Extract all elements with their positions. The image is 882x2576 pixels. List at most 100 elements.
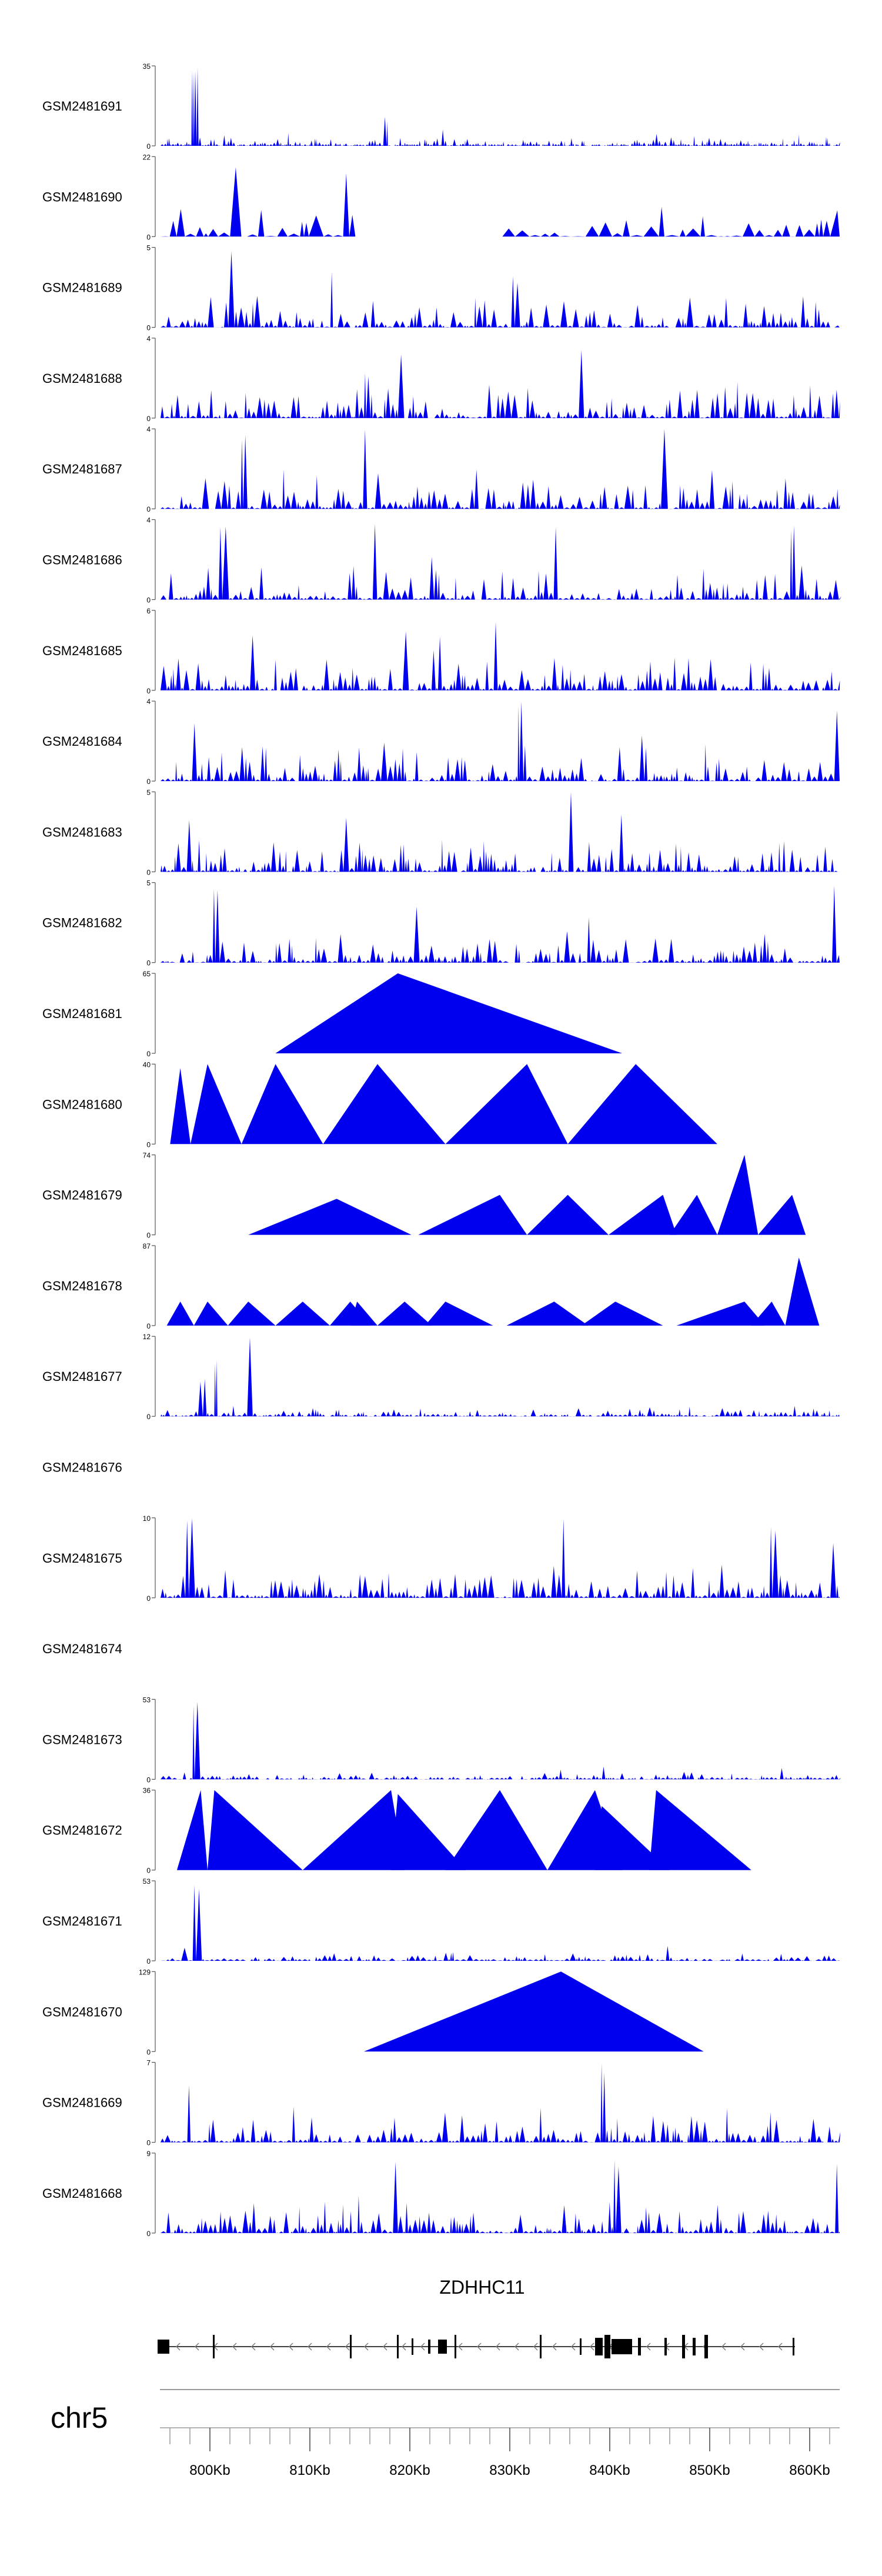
signal-peak <box>527 1194 609 1235</box>
track-label: GSM2481680 <box>42 1097 122 1112</box>
y-zero-label: 0 <box>146 2048 151 2056</box>
exon <box>412 2338 413 2355</box>
y-zero-label: 0 <box>146 778 151 786</box>
signal-peak <box>275 973 623 1053</box>
gene-model <box>158 2335 795 2358</box>
y-max-label: 53 <box>143 1877 151 1886</box>
signal-tracks: GSM2481691350GSM2481690220GSM248168950GS… <box>42 62 841 2238</box>
track-label: GSM2481683 <box>42 825 122 839</box>
exon <box>428 2340 430 2354</box>
y-zero-label: 0 <box>146 1413 151 1421</box>
signal-area <box>160 1701 841 1780</box>
exon <box>350 2335 352 2358</box>
y-max-label: 53 <box>143 1696 151 1704</box>
signal-peak <box>176 1790 208 1870</box>
genomic-x-axis: 800Kb 810Kb 820Kb 830Kb 840Kb 850Kb 860Kb <box>160 2427 840 2478</box>
y-max-label: 4 <box>146 516 151 525</box>
x-tick-label: 860Kb <box>789 2462 830 2478</box>
track-GSM2481676: GSM2481676 <box>42 1460 122 1475</box>
strand-arrow <box>458 2343 463 2351</box>
x-tick-label: 820Kb <box>389 2462 430 2478</box>
track-label: GSM2481672 <box>42 1823 122 1838</box>
y-zero-label: 0 <box>146 505 151 513</box>
y-max-label: 4 <box>146 335 151 343</box>
exon <box>595 2338 603 2355</box>
y-zero-label: 0 <box>146 596 151 605</box>
exon <box>158 2340 169 2354</box>
strand-arrow <box>402 2343 406 2351</box>
track-GSM2481689: GSM2481689 5 0 <box>42 244 840 332</box>
signal-peak <box>649 1790 751 1870</box>
signal-peak <box>445 1790 547 1870</box>
signal-area <box>160 1518 840 1598</box>
strand-arrow <box>721 2343 726 2351</box>
strand-arrow <box>590 2343 594 2351</box>
y-max-label: 12 <box>143 1333 151 1341</box>
signal-area <box>160 792 840 872</box>
track-GSM2481685: GSM2481685 6 0 <box>42 607 840 695</box>
track-label: GSM2481691 <box>42 99 122 114</box>
x-tick-label: 810Kb <box>289 2462 330 2478</box>
exon <box>604 2335 610 2358</box>
signal-area <box>160 1337 840 1417</box>
signal-area <box>160 350 840 418</box>
signal-peak <box>670 1194 717 1235</box>
track-GSM2481690: GSM2481690 22 0 <box>42 153 840 241</box>
track-GSM2481674: GSM2481674 <box>42 1641 122 1656</box>
track-GSM2481670: GSM2481670 129 0 <box>42 1968 704 2056</box>
track-label: GSM2481682 <box>42 916 122 930</box>
track-label: GSM2481674 <box>42 1641 122 1656</box>
signal-peak <box>241 1064 323 1144</box>
strand-arrow <box>364 2343 369 2351</box>
track-GSM2481675: GSM2481675 10 0 <box>42 1514 840 1603</box>
track-label: GSM2481669 <box>42 2095 122 2110</box>
track-GSM2481687: GSM2481687 4 0 <box>42 425 840 513</box>
gene-name-label: ZDHHC11 <box>439 2277 524 2298</box>
y-zero-label: 0 <box>146 1050 151 1058</box>
y-max-label: 5 <box>146 788 151 796</box>
signal-area <box>160 886 840 963</box>
y-zero-label: 0 <box>146 233 151 241</box>
track-label: GSM2481689 <box>42 281 122 295</box>
track-GSM2481686: GSM2481686 4 0 <box>42 516 841 605</box>
y-max-label: 87 <box>143 1242 151 1250</box>
strand-arrow <box>740 2343 745 2351</box>
strand-arrow <box>514 2343 519 2351</box>
signal-peak <box>275 1302 330 1326</box>
strand-arrow <box>533 2343 538 2351</box>
signal-peak <box>581 1302 663 1326</box>
exon <box>455 2335 456 2358</box>
track-GSM2481682: GSM2481682 5 0 <box>42 879 840 967</box>
signal-peak <box>363 1971 704 2052</box>
track-GSM2481672: GSM2481672 36 0 <box>42 1787 751 1875</box>
track-label: GSM2481690 <box>42 189 122 204</box>
signal-area <box>160 167 840 237</box>
track-GSM2481669: GSM2481669 7 0 <box>42 2059 841 2147</box>
track-GSM2481681: GSM2481681 65 0 <box>42 970 623 1058</box>
y-zero-label: 0 <box>146 1140 151 1149</box>
y-max-label: 7 <box>146 2059 151 2067</box>
track-label: GSM2481688 <box>42 371 122 386</box>
strand-arrow <box>326 2343 331 2351</box>
signal-peak <box>758 1194 806 1235</box>
signal-peak <box>207 1790 303 1870</box>
x-tick-label: 850Kb <box>689 2462 730 2478</box>
track-GSM2481679: GSM2481679 74 0 <box>42 1152 806 1240</box>
exon <box>438 2340 447 2354</box>
exon <box>213 2335 215 2358</box>
signal-area <box>160 523 841 600</box>
strand-arrow <box>383 2343 387 2351</box>
track-label: GSM2481681 <box>42 1006 122 1021</box>
exon <box>612 2339 632 2354</box>
track-label: GSM2481671 <box>42 1914 122 1928</box>
track-label: GSM2481676 <box>42 1460 122 1475</box>
track-label: GSM2481677 <box>42 1369 122 1384</box>
signal-area <box>160 2160 840 2233</box>
signal-peak <box>391 1794 466 1870</box>
track-label: GSM2481679 <box>42 1188 122 1203</box>
strand-arrow <box>571 2343 576 2351</box>
y-max-label: 9 <box>146 2150 151 2158</box>
signal-peak <box>191 1064 242 1144</box>
signal-peak <box>785 1257 820 1326</box>
